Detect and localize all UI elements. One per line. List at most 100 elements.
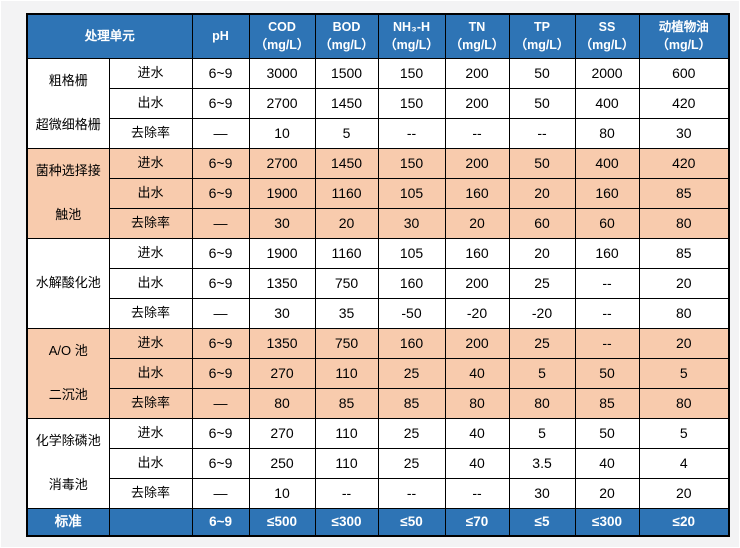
value-cell: 1160 — [314, 237, 379, 269]
value-cell: -- — [444, 477, 510, 509]
value-cell: 1900 — [248, 177, 316, 209]
value-cell: 40 — [444, 417, 510, 449]
value-cell: 85 — [574, 387, 640, 419]
value-cell: 20 — [314, 207, 379, 239]
value-cell: 85 — [638, 237, 730, 269]
value-cell: -- — [508, 117, 576, 149]
value-cell: 6~9 — [191, 57, 250, 89]
value-cell: 105 — [377, 237, 446, 269]
value-cell: 25 — [377, 417, 446, 449]
value-cell: 270 — [248, 417, 316, 449]
value-cell: 20 — [508, 237, 576, 269]
value-cell: -- — [574, 327, 640, 359]
value-cell: 80 — [248, 387, 316, 419]
value-cell: 50 — [574, 417, 640, 449]
unit-cell-hydrolysis-tank: 水解酸化池 — [26, 237, 110, 329]
value-cell: 200 — [444, 57, 510, 89]
value-cell: -- — [574, 297, 640, 329]
header-cell-unit: 处理单元 — [26, 13, 193, 59]
value-cell: 2700 — [248, 147, 316, 179]
header-cell-cod: COD （mg/L） — [248, 13, 316, 59]
value-cell: 200 — [444, 147, 510, 179]
value-cell: 4 — [638, 447, 730, 479]
header-line1: BOD — [332, 20, 361, 35]
value-cell: 5 — [638, 417, 730, 449]
value-cell: 6~9 — [191, 267, 250, 299]
value-cell: 200 — [444, 87, 510, 119]
header-row: 处理单元 pH COD （mg/L） BOD （mg/L） NH₃-H （mg/L） … — [26, 13, 730, 59]
value-cell: — — [191, 117, 250, 149]
header-cell-nh3h: NH₃-H （mg/L） — [377, 13, 446, 59]
table-row: 菌种选择接 触池 进水 6~9 2700 1450 150 200 50 400… — [26, 147, 730, 239]
value-cell: 30 — [508, 477, 576, 509]
value-cell: 110 — [314, 357, 379, 389]
value-cell: 50 — [508, 87, 576, 119]
row-label: 进水 — [108, 57, 193, 89]
row-label: 进水 — [108, 237, 193, 269]
value-cell: 250 — [248, 447, 316, 479]
value-cell: 50 — [508, 57, 576, 89]
value-cell: — — [191, 297, 250, 329]
value-cell: 150 — [377, 147, 446, 179]
value-cell: 35 — [314, 297, 379, 329]
row-label: 去除率 — [108, 207, 193, 239]
row-label: 去除率 — [108, 387, 193, 419]
header-line2: （mg/L） — [319, 38, 374, 53]
value-cell: 80 — [444, 387, 510, 419]
value-cell: 10 — [248, 477, 316, 509]
value-cell: 160 — [377, 327, 446, 359]
value-cell: 750 — [314, 267, 379, 299]
unit-name: 超微细格栅 — [35, 117, 101, 133]
value-cell: 30 — [248, 207, 316, 239]
value-cell: 50 — [574, 357, 640, 389]
header-cell-ph: pH — [191, 13, 250, 59]
value-cell: 1450 — [314, 87, 379, 119]
value-cell: 1350 — [248, 327, 316, 359]
value-cell: -50 — [377, 297, 446, 329]
row-label: 出水 — [108, 267, 193, 299]
value-cell: 60 — [574, 207, 640, 239]
value-cell: 40 — [444, 357, 510, 389]
value-cell: 60 — [508, 207, 576, 239]
row-label: 进水 — [108, 417, 193, 449]
standard-value-cell: 6~9 — [191, 507, 250, 537]
unit-names: 菌种选择接 触池 — [28, 149, 108, 237]
value-cell: 20 — [444, 207, 510, 239]
unit-cell-ao-tank: A/O 池 二沉池 — [26, 327, 110, 419]
value-cell: 110 — [314, 447, 379, 479]
value-cell: 160 — [444, 237, 510, 269]
unit-name: 二沉池 — [48, 387, 88, 403]
unit-name: 化学除磷池 — [35, 433, 101, 449]
header-line1: TP — [534, 20, 550, 35]
value-cell: 50 — [508, 147, 576, 179]
table-row: 化学除磷池 消毒池 进水 6~9 270 110 25 40 5 50 5 — [26, 417, 730, 509]
unit-name: 触池 — [55, 207, 82, 223]
value-cell: 200 — [444, 267, 510, 299]
value-cell: 270 — [248, 357, 316, 389]
treatment-process-table: 处理单元 pH COD （mg/L） BOD （mg/L） NH₃-H （mg/L） … — [26, 13, 731, 537]
value-cell: -- — [377, 477, 446, 509]
value-cell: 1350 — [248, 267, 316, 299]
unit-name: A/O 池 — [48, 343, 88, 359]
unit-cell-grid: 粗格栅 超微细格栅 — [26, 57, 110, 149]
value-cell: 6~9 — [191, 327, 250, 359]
standard-row-label: 标准 — [26, 507, 110, 537]
value-cell: 25 — [508, 327, 576, 359]
value-cell: 25 — [377, 357, 446, 389]
standard-empty-cell — [108, 507, 193, 537]
table-row: 去除率 — 10 -- -- -- 30 20 20 — [27, 477, 730, 509]
header-cell-tp: TP （mg/L） — [508, 13, 576, 59]
row-label: 去除率 — [108, 297, 193, 329]
unit-names: A/O 池 二沉池 — [28, 329, 108, 417]
value-cell: 30 — [248, 297, 316, 329]
value-cell: -- — [574, 267, 640, 299]
value-cell: 420 — [638, 87, 730, 119]
standard-value-cell: ≤300 — [314, 507, 379, 537]
value-cell: 80 — [638, 387, 730, 419]
unit-cell-contact-tank: 菌种选择接 触池 — [26, 147, 110, 239]
value-cell: 5 — [508, 357, 576, 389]
table-row: 去除率 — 30 35 -50 -20 -20 -- 80 — [27, 297, 730, 329]
value-cell: 6~9 — [191, 177, 250, 209]
standard-value-cell: ≤70 — [444, 507, 510, 537]
